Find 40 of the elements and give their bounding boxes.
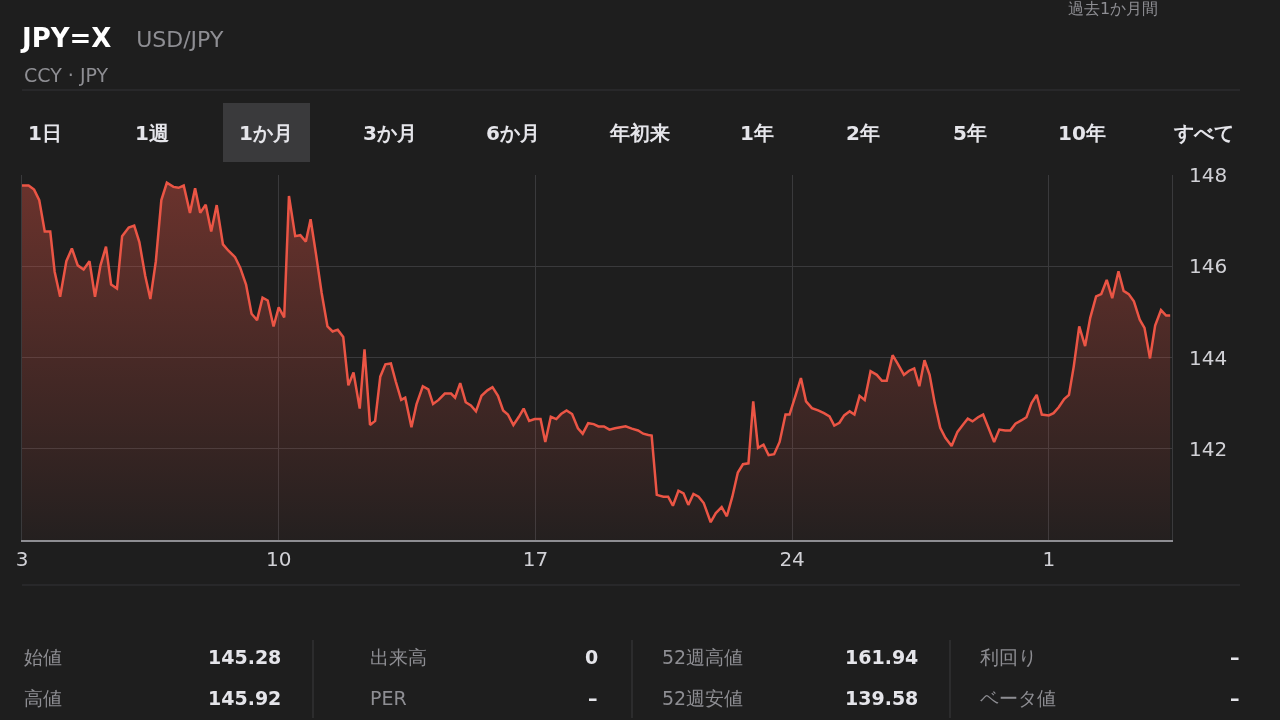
text: すべて: [1173, 121, 1234, 145]
text: 年初来: [609, 121, 670, 145]
text: 2年: [846, 121, 880, 145]
x-tick-label: 10: [265, 546, 292, 571]
text: PER: [370, 687, 407, 709]
text: 5年: [953, 121, 987, 145]
x-tick-label: 24: [779, 546, 805, 571]
text: 1年: [740, 121, 774, 145]
text: 139.58: [845, 687, 919, 709]
chart-subtitle: USD/JPY: [136, 27, 224, 52]
text: 52週安値: [662, 687, 744, 709]
x-tick-label: 17: [522, 546, 549, 571]
text: 52週高値: [662, 646, 744, 668]
text: 10年: [1058, 121, 1106, 145]
text: CCY · JPY: [24, 64, 109, 86]
y-tick-label: 148: [1189, 163, 1228, 187]
text: –: [588, 687, 598, 709]
text: –: [1230, 646, 1240, 668]
x-tick-label: 1: [1042, 546, 1056, 571]
text: 145.28: [208, 646, 282, 668]
text: 始値: [24, 646, 62, 668]
text: ベータ値: [980, 687, 1056, 709]
text: 161.94: [845, 646, 919, 668]
text: 出来高: [370, 646, 427, 668]
text: –: [1230, 687, 1240, 709]
text: 1週: [135, 121, 169, 145]
text: 利回り: [980, 646, 1037, 668]
text: 高値: [24, 687, 62, 709]
text: 1日: [28, 121, 62, 145]
chart-title: JPY=X: [20, 23, 112, 53]
text: 6か月: [486, 121, 540, 145]
text: 3か月: [363, 121, 417, 145]
y-tick-label: 144: [1189, 345, 1228, 370]
y-tick-label: 142: [1189, 436, 1228, 461]
x-tick-label: 3: [15, 546, 29, 571]
y-tick-label: 146: [1189, 254, 1228, 279]
text: 過去1か月間: [1068, 0, 1159, 18]
text: 1か月: [239, 121, 293, 145]
text: 145.92: [208, 687, 282, 709]
text: 0: [585, 646, 599, 668]
